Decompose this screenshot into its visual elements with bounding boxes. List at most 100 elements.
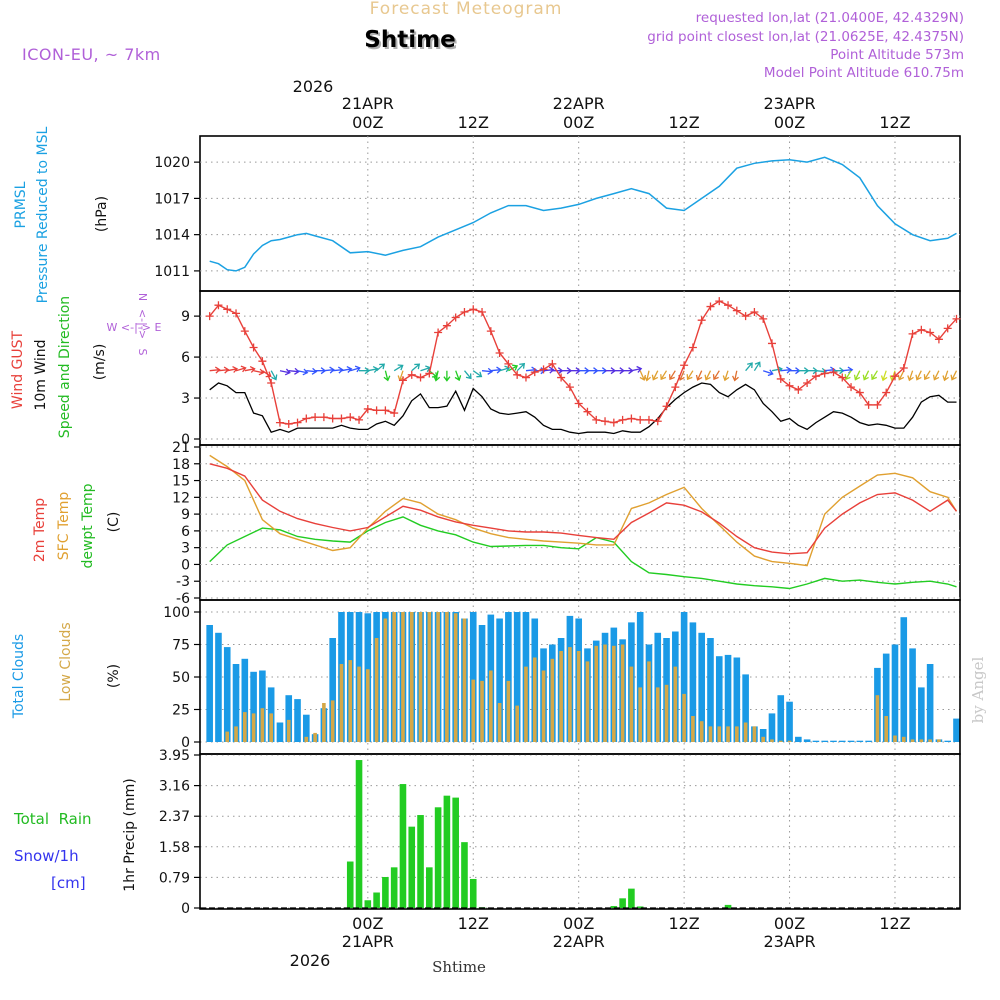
- wind-arrow: [288, 367, 300, 375]
- wind-arrow: [464, 370, 472, 380]
- wind-arrow: [279, 368, 291, 376]
- gust-marker: [811, 372, 820, 381]
- bottom-axis-time: 00Z: [352, 914, 383, 933]
- wind-label-gust: Wind GUST: [10, 330, 26, 409]
- total-cloud-bar: [926, 664, 934, 742]
- rain-bar: [628, 888, 635, 908]
- total-cloud-bar: [505, 612, 512, 742]
- gust-marker: [434, 328, 443, 337]
- wind-arrow: [253, 368, 265, 376]
- total-cloud-bar: [215, 632, 222, 742]
- total-cloud-bar: [636, 612, 644, 742]
- wind-arrow: [367, 366, 379, 373]
- gust-marker: [486, 327, 495, 336]
- low-cloud-bar: [743, 722, 748, 742]
- low-cloud-bar: [260, 708, 265, 742]
- wind-arrow: [393, 364, 404, 372]
- wind-arrow: [383, 370, 391, 382]
- rain-bar: [724, 904, 732, 908]
- total-cloud-bar: [953, 718, 960, 742]
- low-cloud-bar: [471, 679, 476, 742]
- total-cloud-bar: [838, 740, 846, 742]
- y-tick-label: 2.37: [159, 809, 190, 825]
- gust-marker: [785, 381, 794, 390]
- low-cloud-bar: [409, 612, 414, 742]
- gust-marker: [741, 312, 750, 321]
- low-cloud-bar: [497, 703, 502, 742]
- low-cloud-bar: [647, 661, 651, 742]
- total-cloud-bar: [865, 740, 872, 742]
- wind-arrow: [443, 370, 451, 382]
- total-cloud-bar: [232, 664, 240, 742]
- temp-label-2m: 2m Temp: [32, 498, 48, 562]
- wind-arrow: [853, 370, 861, 381]
- y-tick-label: 6: [181, 524, 190, 540]
- low-cloud-bar: [761, 736, 765, 742]
- low-cloud-bar: [251, 713, 256, 742]
- wind-arrow: [704, 370, 712, 381]
- wind-arrow: [244, 366, 256, 373]
- temp-label-sfc: SFC Temp: [56, 492, 72, 561]
- low-cloud-bar: [357, 666, 361, 742]
- precip-gridlines: [200, 754, 960, 909]
- low-cloud-bar: [225, 731, 230, 742]
- gust-marker: [240, 327, 249, 336]
- low-cloud-bar: [726, 726, 730, 742]
- bottom-axis-time: 12Z: [458, 914, 489, 933]
- low-cloud-bar: [453, 613, 458, 742]
- gust-marker: [803, 379, 812, 388]
- model-point-altitude: Model Point Altitude 610.75m: [764, 65, 964, 81]
- gust-marker: [390, 409, 399, 418]
- wind-arrow: [350, 365, 361, 373]
- wind-arrow: [209, 366, 221, 374]
- total-cloud-bar: [469, 612, 477, 742]
- low-cloud-bar: [638, 687, 642, 742]
- temp-2m-line: [209, 463, 958, 555]
- total-cloud-bar: [250, 671, 257, 742]
- total-cloud-bar: [206, 625, 213, 742]
- low-cloud-bar: [612, 645, 616, 742]
- wind-arrow: [660, 370, 668, 381]
- wind-arrow: [622, 367, 634, 375]
- gust-marker: [890, 372, 899, 381]
- wind-panel-frame: [199, 290, 961, 446]
- cloud-bars: [206, 612, 960, 742]
- low-cloud-bar: [708, 726, 713, 742]
- footer-location: Shtime: [432, 958, 486, 976]
- gust-marker: [855, 388, 864, 397]
- clouds-label-low: Low Clouds: [58, 622, 74, 701]
- gust-marker: [934, 335, 943, 344]
- wind-speed-line: [209, 382, 957, 435]
- gust-marker: [460, 308, 469, 317]
- gust-marker: [355, 415, 364, 424]
- low-cloud-bar: [884, 716, 888, 742]
- total-cloud-bar: [909, 648, 916, 742]
- wind-arrow: [745, 362, 753, 372]
- gust-marker: [609, 418, 618, 427]
- wind-arrow: [780, 366, 792, 374]
- gust-marker: [425, 369, 434, 378]
- wind-y-ticks: 0 3 6 9: [181, 309, 200, 448]
- wind-arrow: [433, 370, 441, 382]
- y-tick-label: 100: [163, 605, 190, 621]
- wind-arrow: [753, 361, 761, 372]
- total-cloud-bar: [223, 647, 231, 742]
- wind-arrow: [798, 367, 810, 375]
- gust-marker: [548, 359, 557, 368]
- low-cloud-bar: [585, 661, 590, 742]
- gust-marker: [847, 383, 856, 392]
- wind-arrow: [315, 367, 327, 375]
- rain-bar: [426, 867, 433, 908]
- gust-marker: [715, 297, 724, 306]
- pressure-panel: 1011 1014 1017 1020 PRMSL Pressure Reduced …: [13, 126, 961, 303]
- total-cloud-bar: [329, 638, 336, 742]
- total-cloud-bar: [830, 740, 837, 742]
- bottom-axis-date: 21APR: [342, 932, 394, 951]
- y-tick-label: 3.95: [159, 748, 190, 764]
- requested-coords: requested lon,lat (21.0400E, 42.4329N): [696, 10, 964, 26]
- wind-arrow: [227, 366, 239, 373]
- compass-north: N: [136, 293, 149, 301]
- low-cloud-bar: [655, 687, 660, 742]
- top-axis-time: 12Z: [458, 113, 489, 132]
